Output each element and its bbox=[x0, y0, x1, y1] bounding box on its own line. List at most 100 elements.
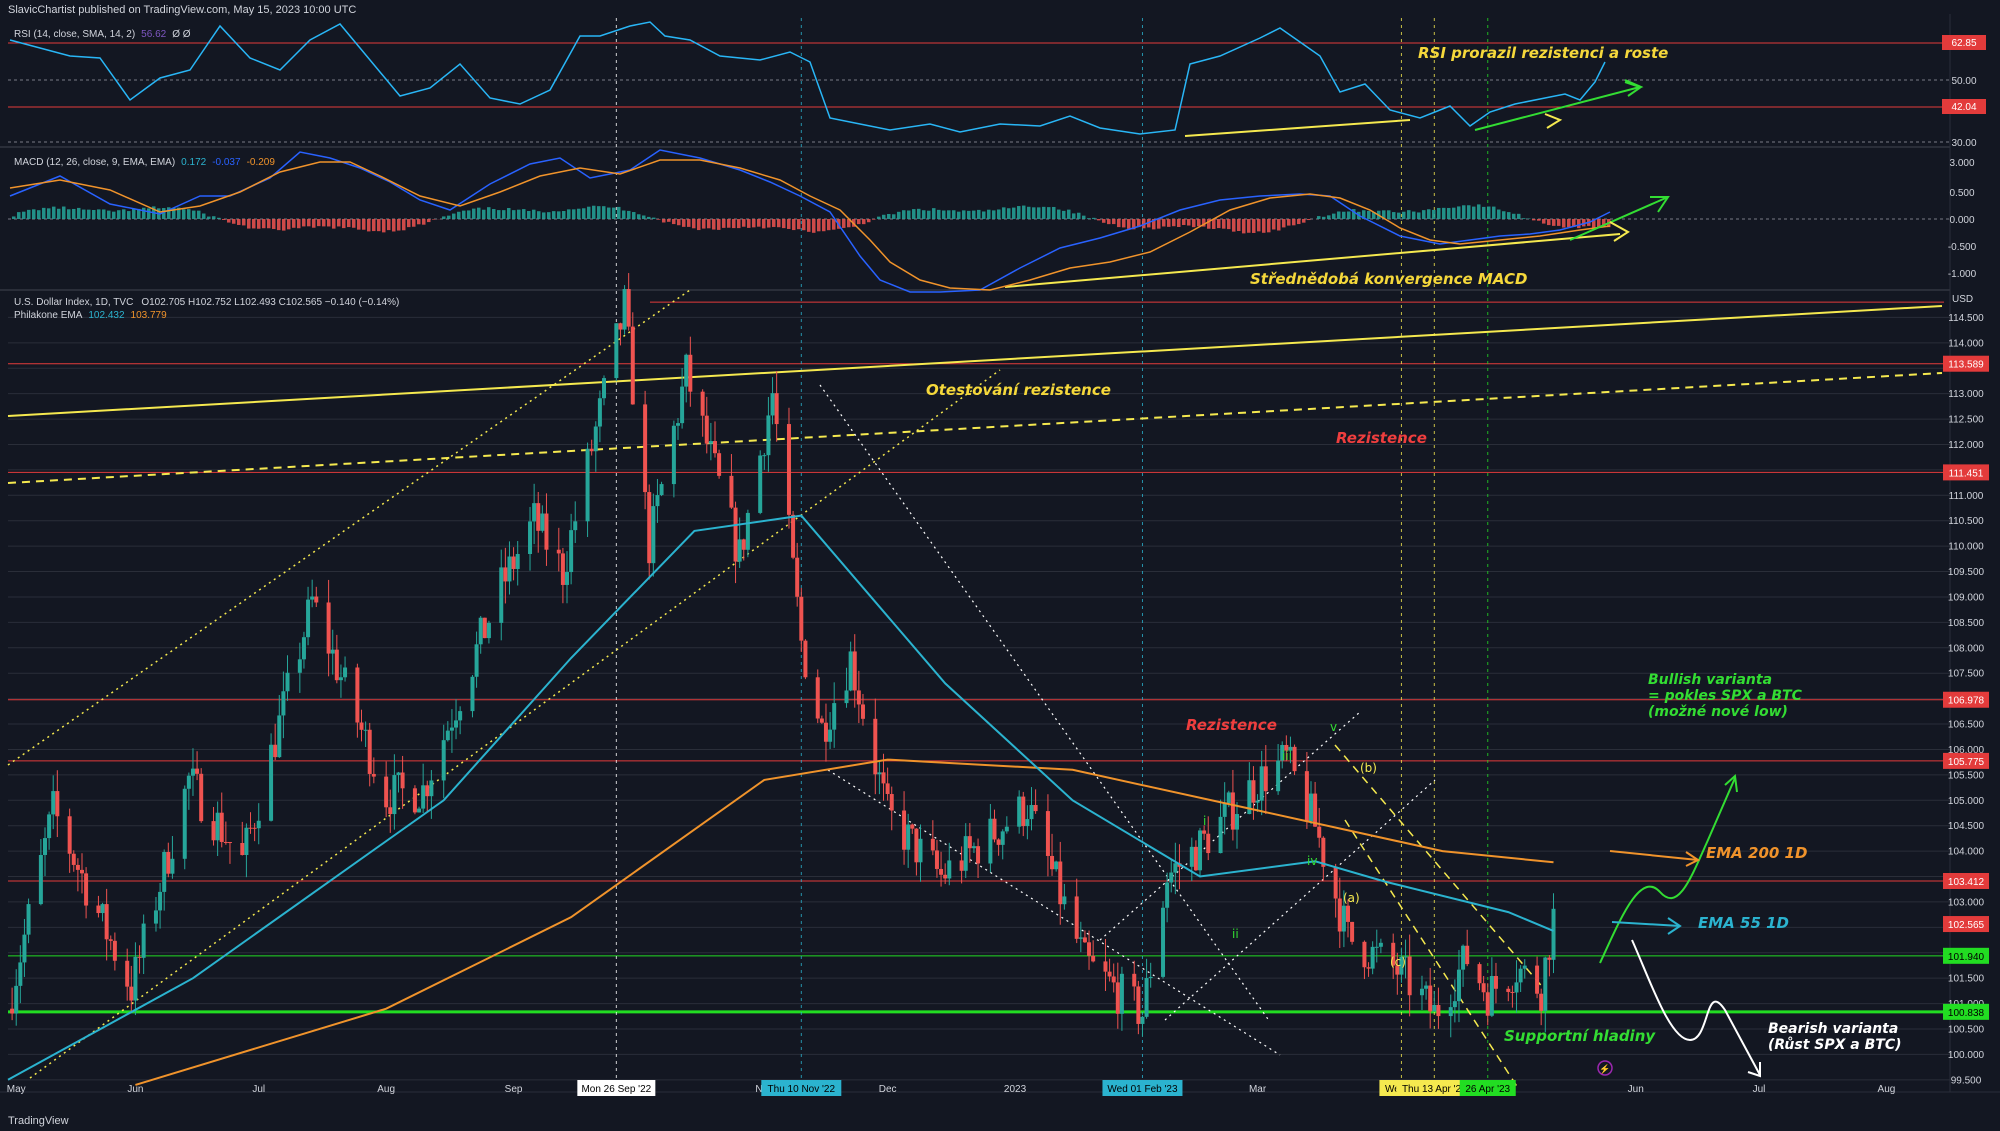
macd-hist-bar bbox=[1287, 219, 1291, 226]
rsi-axis-label: 42.04 bbox=[1951, 102, 1976, 113]
macd-hist-bar bbox=[427, 219, 431, 223]
candle-body bbox=[108, 939, 113, 941]
candle-body bbox=[544, 513, 549, 550]
candle-body bbox=[1021, 796, 1026, 827]
macd-hist-bar bbox=[617, 206, 621, 219]
price-tick-label: 108.500 bbox=[1948, 618, 1985, 629]
candle-body bbox=[1087, 942, 1092, 956]
candle-body bbox=[569, 530, 574, 573]
macd-hist-bar bbox=[232, 219, 236, 224]
candle-body bbox=[618, 323, 623, 330]
macd-hist-bar bbox=[297, 219, 301, 229]
macd-hist-bar bbox=[1352, 209, 1356, 219]
candle-body bbox=[1370, 946, 1375, 969]
macd-hist-bar bbox=[672, 219, 676, 225]
price-tick-label: 109.500 bbox=[1948, 567, 1985, 578]
candle-body bbox=[877, 772, 882, 775]
candle-body bbox=[902, 810, 907, 850]
alert-icon[interactable]: ⚡ bbox=[1597, 1060, 1613, 1076]
macd-hist-bar bbox=[267, 219, 271, 229]
macd-hist-bar bbox=[517, 209, 521, 219]
candle-body bbox=[1313, 793, 1318, 827]
macd-axis-label: 3.000 bbox=[1949, 158, 1974, 169]
macd-hist-bar bbox=[272, 219, 276, 229]
macd-legend: MACD (12, 26, close, 9, EMA, EMA) bbox=[14, 157, 175, 168]
macd-hist-bar bbox=[982, 211, 986, 219]
support-note: Supportní hladiny bbox=[1504, 1027, 1656, 1045]
candle-body bbox=[1317, 826, 1322, 838]
macd-hist-bar bbox=[882, 214, 886, 219]
macd-hist-bar bbox=[1227, 219, 1231, 230]
macd-hist-bar bbox=[1397, 212, 1401, 219]
candle-body bbox=[1206, 833, 1211, 854]
impulse-channel-upper bbox=[1099, 711, 1361, 941]
macd-hist-bar bbox=[542, 212, 546, 219]
candle-body bbox=[1518, 968, 1523, 983]
candle-body bbox=[22, 934, 27, 963]
macd-hist-bar bbox=[1407, 210, 1411, 219]
macd-hist-bar bbox=[127, 211, 131, 219]
level-label: 105.775 bbox=[1948, 757, 1985, 768]
svg-text:MACD (12, 26, close, 9, EMA, E: MACD (12, 26, close, 9, EMA, EMA) 0.172 -0… bbox=[14, 157, 275, 168]
macd-hist-bar bbox=[1207, 219, 1211, 229]
candle-body bbox=[943, 874, 948, 879]
candle-body bbox=[79, 869, 84, 874]
macd-hist-bar bbox=[907, 210, 911, 219]
currency-label: USD bbox=[1952, 294, 1973, 305]
candle-body bbox=[910, 824, 915, 829]
macd-hist-bar bbox=[177, 207, 181, 219]
resistance-test-note: Otestování rezistence bbox=[926, 381, 1111, 399]
macd-hist-bar bbox=[1577, 219, 1581, 229]
candle-body bbox=[1436, 1004, 1441, 1017]
candle-body bbox=[885, 783, 890, 795]
time-axis-label: Jul bbox=[252, 1084, 265, 1095]
macd-hist-bar bbox=[47, 208, 51, 219]
macd-hist-bar bbox=[1392, 212, 1396, 219]
candle-body bbox=[1493, 976, 1498, 989]
candle-body bbox=[503, 567, 508, 582]
candle-body bbox=[565, 572, 570, 585]
macd-hist-bar bbox=[502, 210, 506, 219]
horizontal-levels bbox=[8, 301, 1944, 1014]
macd-hist-bar bbox=[1197, 219, 1201, 227]
macd-hist-bar bbox=[1232, 219, 1236, 232]
candle-body bbox=[51, 791, 56, 815]
candle-body bbox=[223, 841, 228, 843]
macd-hist-bar bbox=[112, 211, 116, 219]
price-tick-label: 100.500 bbox=[1948, 1025, 1985, 1036]
wave-labels: v iii i iv ii (b) (a) (c) bbox=[1203, 720, 1406, 969]
candle-body bbox=[1004, 826, 1009, 832]
macd-hist-bar bbox=[1127, 219, 1131, 229]
macd-hist-bar bbox=[67, 209, 71, 219]
macd-hist-bar bbox=[1337, 211, 1341, 219]
price-grid bbox=[8, 316, 1950, 1081]
candle-body bbox=[803, 640, 808, 678]
time-axis-label: Sep bbox=[505, 1084, 523, 1095]
candle-body bbox=[1017, 796, 1022, 827]
candle-body bbox=[1461, 945, 1466, 970]
macd-hist-bar bbox=[622, 210, 626, 219]
bearish-note-1: Bearish varianta bbox=[1768, 1021, 1898, 1037]
macd-hist-bar bbox=[292, 219, 296, 228]
candle-body bbox=[832, 703, 837, 730]
macd-hist-bar bbox=[922, 210, 926, 219]
candle-body bbox=[1082, 937, 1087, 943]
candle-body bbox=[992, 818, 997, 840]
macd-hist-bar bbox=[1267, 219, 1271, 233]
macd-hist-bar bbox=[147, 208, 151, 219]
candle-body bbox=[680, 386, 685, 424]
macd-hist-bar bbox=[1282, 219, 1286, 228]
macd-hist-bar bbox=[877, 216, 881, 219]
macd-hist-bar bbox=[1187, 219, 1191, 226]
macd-hist-bar bbox=[892, 214, 896, 219]
macd-hist-bar bbox=[402, 219, 406, 231]
candle-body bbox=[1452, 1001, 1457, 1008]
macd-hist-bar bbox=[1037, 207, 1041, 219]
candle-body bbox=[248, 827, 253, 829]
ema200-value: 103.779 bbox=[131, 310, 168, 321]
candle-body bbox=[675, 423, 680, 426]
candle-body bbox=[1202, 830, 1207, 834]
macd-hist-bar bbox=[1192, 219, 1196, 228]
macd-hist-bar bbox=[1097, 219, 1101, 221]
